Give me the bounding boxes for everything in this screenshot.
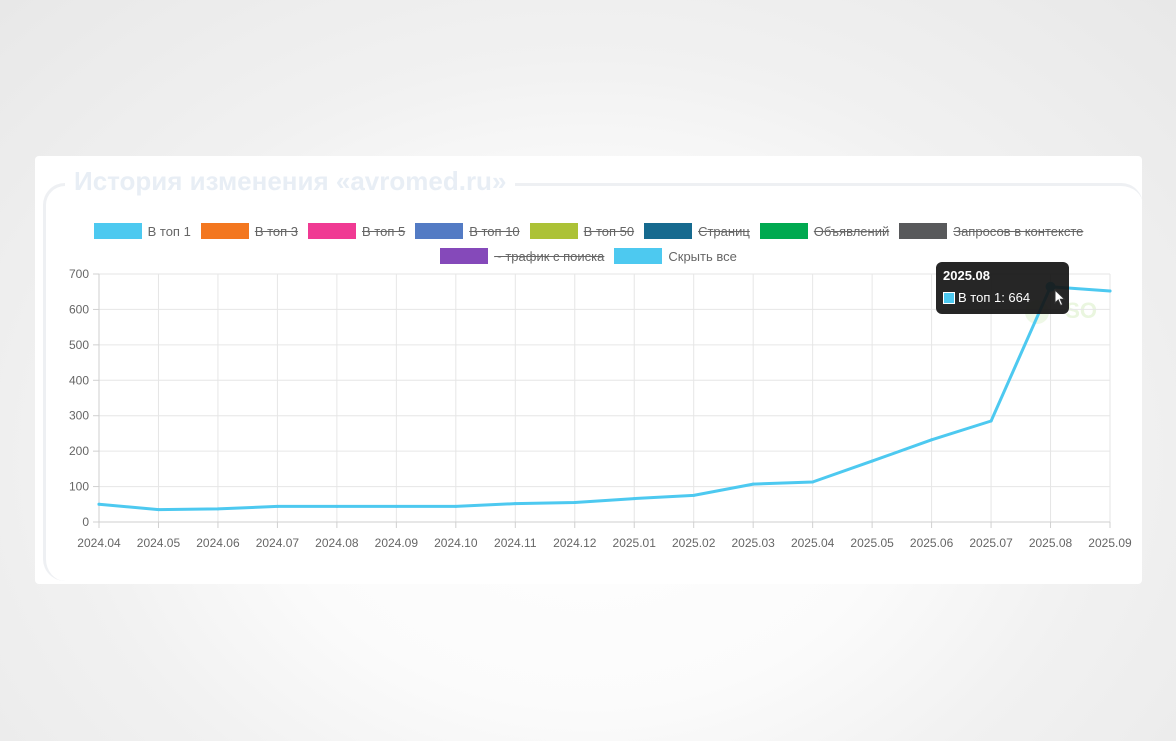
data-point [335, 504, 339, 508]
legend-item[interactable]: Страниц [644, 223, 750, 239]
x-tick-label: 2025.04 [791, 536, 835, 550]
legend-swatch [644, 223, 693, 239]
data-point [1108, 289, 1112, 293]
legend-swatch [308, 223, 357, 239]
history-frame [43, 183, 1143, 581]
legend-row-2: ~ трафик с поиска Скрыть все [35, 248, 1142, 264]
legend-label: Страниц [698, 223, 750, 239]
legend-swatch [93, 223, 142, 239]
x-tick-label: 2024.12 [553, 536, 597, 550]
legend-item[interactable]: ~ трафик с поиска [440, 248, 604, 264]
y-tick-label: 400 [69, 373, 89, 387]
x-tick-label: 2024.07 [256, 536, 300, 550]
x-tick-label: 2024.09 [375, 536, 419, 550]
x-tick-label: 2024.10 [434, 536, 478, 550]
x-tick-label: 2024.04 [77, 536, 121, 550]
x-tick-label: 2025.08 [1029, 536, 1073, 550]
y-tick-label: 600 [69, 302, 89, 316]
line-chart: SO 0 100 200 300 400 500 600 700 2024.04 2024.05 20… [69, 267, 1132, 550]
tooltip-row: В топ 1: 664 [943, 290, 1062, 305]
legend-swatch [759, 223, 808, 239]
data-point [156, 508, 160, 512]
data-point [870, 459, 874, 463]
x-tick-label: 2024.08 [315, 536, 359, 550]
legend-item[interactable]: В топ 50 [529, 223, 635, 239]
data-point [216, 507, 220, 511]
y-tick-label: 500 [69, 338, 89, 352]
x-tick-label: 2025.01 [613, 536, 657, 550]
legend-swatch [529, 223, 578, 239]
series-line [97, 285, 1112, 512]
legend-swatch [415, 223, 464, 239]
chart-tooltip: 2025.08 В топ 1: 664 [936, 262, 1069, 314]
y-tick-label: 700 [69, 267, 89, 281]
legend-item[interactable]: Скрыть все [614, 248, 737, 264]
x-tick-label: 2025.09 [1088, 536, 1132, 550]
legend-swatch [899, 223, 948, 239]
data-point [97, 502, 101, 506]
data-point [394, 504, 398, 508]
x-tick-label: 2025.05 [850, 536, 894, 550]
y-tick-label: 300 [69, 409, 89, 423]
data-point [275, 504, 279, 508]
y-tick-label: 100 [69, 480, 89, 494]
x-tick-label: 2024.06 [196, 536, 240, 550]
data-point [632, 497, 636, 501]
legend-item[interactable]: В топ 3 [200, 223, 299, 239]
legend-label: В топ 3 [254, 223, 299, 239]
x-tick-label: 2025.03 [731, 536, 775, 550]
data-point [573, 501, 577, 505]
data-point [454, 504, 458, 508]
tooltip-title: 2025.08 [943, 268, 990, 283]
y-tick-label: 0 [82, 515, 89, 529]
x-tick-label: 2025.07 [969, 536, 1013, 550]
data-point [811, 480, 815, 484]
data-point [930, 438, 934, 442]
legend-item[interactable]: Объявлений [759, 223, 890, 239]
legend-label: Скрыть все [668, 248, 737, 264]
legend-swatch [200, 223, 249, 239]
legend-label: Объявлений [813, 223, 890, 239]
legend-label: ~ трафик с поиска [494, 248, 605, 264]
legend-label: В топ 10 [469, 223, 520, 239]
legend-item[interactable]: В топ 10 [415, 223, 520, 239]
legend-item[interactable]: В топ 5 [308, 223, 405, 239]
legend-item[interactable]: В топ 1 [93, 223, 191, 239]
panel-title: История изменения «avromed.ru» [65, 166, 516, 197]
legend-label: В топ 5 [362, 223, 406, 239]
mouse-pointer-icon [1054, 289, 1066, 307]
tooltip-color-swatch [943, 291, 955, 304]
x-tick-label: 2024.05 [137, 536, 181, 550]
legend-label: Запросов в контексте [953, 223, 1084, 239]
data-point [989, 419, 993, 423]
x-tick-label: 2025.02 [672, 536, 716, 550]
legend-label: В топ 50 [583, 223, 635, 239]
y-tick-label: 200 [69, 444, 89, 458]
data-point [692, 493, 696, 497]
watermark-text: SO [1065, 298, 1097, 323]
legend-swatch [440, 248, 489, 264]
data-point [751, 482, 755, 486]
x-tick-label: 2025.06 [910, 536, 954, 550]
tooltip-label: В топ 1: 664 [958, 290, 1031, 305]
data-point [513, 502, 517, 506]
legend-label: В топ 1 [147, 223, 191, 239]
legend-item[interactable]: Запросов в контексте [899, 223, 1083, 239]
legend-swatch [614, 248, 663, 264]
x-tick-label: 2024.11 [494, 536, 537, 550]
legend-row-1: В топ 1 В топ 3 В топ 5 В топ 10 В топ 50 Стр… [35, 223, 1142, 239]
